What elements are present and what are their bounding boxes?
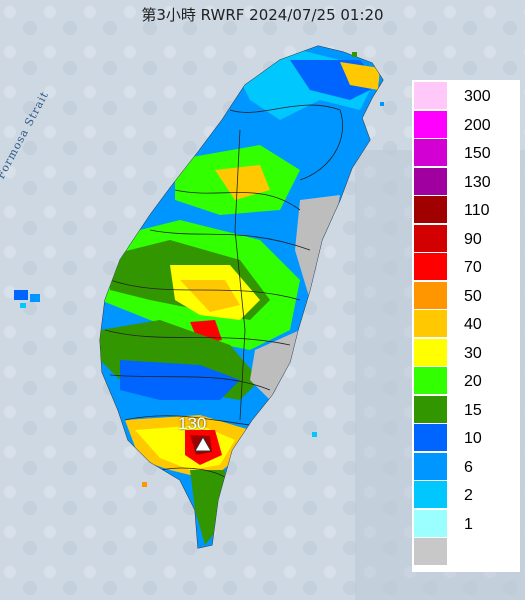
legend-swatch — [414, 338, 447, 367]
legend-label: 20 — [464, 373, 482, 390]
legend-label: 15 — [464, 401, 482, 419]
legend-label: 2 — [464, 487, 473, 504]
legend-swatch — [414, 424, 447, 452]
legend-swatch — [414, 167, 447, 196]
color-legend: 300 200 150 130 110 90 70 50 40 30 20 15 10 6 2 1 — [412, 80, 520, 572]
legend-label: 110 — [464, 202, 490, 219]
legend-swatch — [414, 110, 447, 139]
triangle-icon — [194, 435, 212, 452]
legend-label: 50 — [464, 287, 482, 305]
legend-label: 90 — [464, 230, 482, 248]
legend-swatch — [414, 509, 447, 538]
offshore-rain — [14, 52, 384, 487]
legend-swatch — [414, 139, 447, 167]
legend-swatch — [414, 538, 447, 566]
legend-swatch — [414, 481, 447, 509]
legend-label: 30 — [464, 344, 482, 362]
legend-swatch — [414, 196, 447, 224]
legend-label: 6 — [464, 458, 473, 476]
legend-label: 300 — [464, 88, 491, 105]
legend-swatch — [414, 82, 447, 110]
map-title: 第3小時 RWRF 2024/07/25 01:20 — [141, 6, 384, 24]
legend-label: 40 — [464, 316, 482, 333]
legend-swatch — [414, 395, 447, 424]
legend-swatch — [414, 452, 447, 481]
legend-label: 1 — [464, 515, 473, 533]
legend-swatch — [414, 310, 447, 338]
peak-value-label: 130 — [178, 414, 207, 433]
legend-label: 10 — [464, 430, 482, 447]
legend-swatch — [414, 281, 447, 310]
legend-label: 70 — [464, 259, 482, 276]
legend-label: 200 — [464, 116, 491, 134]
legend-swatch — [414, 367, 447, 395]
legend-swatch — [414, 224, 447, 253]
county-boundaries — [104, 104, 343, 481]
legend-label: 150 — [464, 145, 491, 162]
legend-swatch — [414, 253, 447, 281]
legend-label: 130 — [464, 173, 491, 191]
